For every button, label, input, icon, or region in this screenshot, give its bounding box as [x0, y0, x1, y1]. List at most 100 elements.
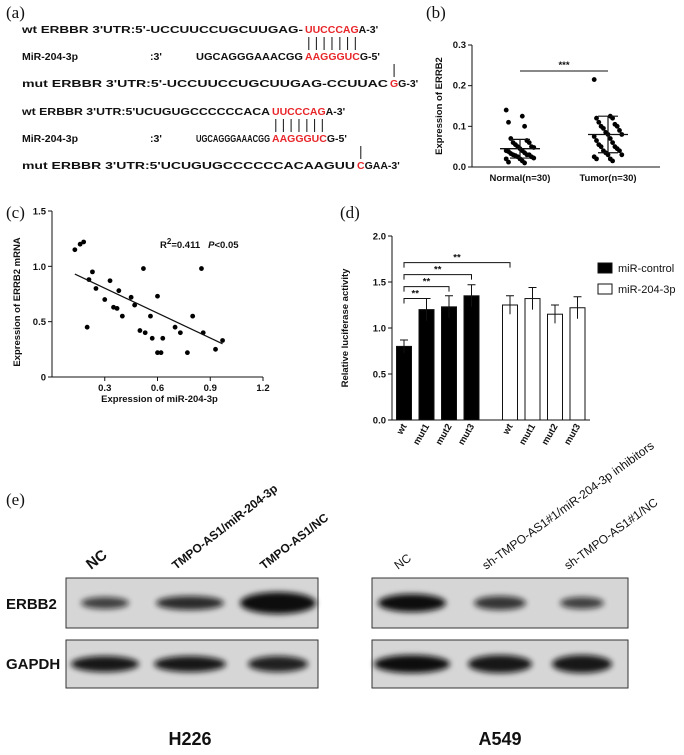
sequence-label: mut ERBBR 3'UTR:5'UCUGUGCCCCCCACAAGUU [22, 160, 355, 172]
data-point [81, 239, 87, 245]
error-bar [573, 296, 582, 319]
band [378, 594, 446, 612]
error-bar [506, 295, 514, 315]
sequence: UGCAGGGAAACGG [196, 51, 303, 63]
data-point [141, 266, 146, 271]
x-tick-label: Tumor(n=30) [579, 173, 636, 184]
data-point [619, 152, 625, 158]
data-point [594, 156, 599, 162]
sequence-end: GAA-3' [365, 160, 400, 172]
data-point [598, 144, 604, 150]
y-tick-label: 0.5 [373, 370, 387, 381]
seed-match: AAGGGUC [272, 133, 327, 145]
y-tick-label: 0.0 [373, 416, 386, 427]
stat-symbol: R [160, 240, 167, 251]
band [71, 656, 139, 672]
band [474, 596, 526, 610]
y-tick-label: 0.5 [33, 317, 47, 328]
p-symbol: P [208, 240, 215, 251]
seed-match: C [357, 160, 365, 172]
sequence-label: MiR-204-3p [22, 51, 78, 63]
error-bar [528, 287, 537, 310]
data-point [506, 159, 511, 165]
data-point [72, 247, 78, 253]
data-point [531, 155, 537, 161]
data-point [605, 152, 611, 158]
data-point [519, 113, 525, 119]
sequence-tail: AAGGGUCG-5' [305, 51, 380, 63]
data-point [107, 278, 113, 284]
sequence-label: wt ERBBR 3'UTR:5'-UCCUUCCUGCUUGAG- [21, 24, 304, 36]
data-point [594, 138, 599, 143]
y-tick-label: 0 [41, 373, 46, 384]
error-bar [467, 284, 476, 307]
data-point [591, 134, 597, 139]
band [154, 656, 226, 672]
data-point [190, 313, 196, 319]
bar [502, 304, 518, 421]
error-bar [510, 138, 530, 159]
y-tick-label: 2.0 [373, 232, 386, 243]
y-axis-label: Expression of ERRB2 mRNA [12, 237, 23, 366]
data-point [503, 107, 509, 113]
data-point [617, 127, 622, 133]
x-tick-label: 0.6 [151, 383, 164, 394]
significance-label: ** [453, 253, 461, 264]
data-point [177, 330, 183, 336]
data-point [148, 313, 153, 319]
bar [396, 345, 412, 421]
data-point [149, 335, 155, 341]
y-tick-label: 1.5 [33, 207, 47, 218]
data-point [137, 328, 143, 333]
significance-label: ** [423, 277, 431, 288]
data-point [132, 302, 138, 308]
seed-match: UUCCCAG [272, 106, 326, 118]
sequence-tail: AAGGGUCG-5' [272, 133, 347, 145]
data-point [128, 294, 134, 300]
band [560, 597, 604, 609]
bar [524, 298, 541, 421]
sequence-tail: UUCCCAGA-3' [305, 24, 378, 36]
sequence-end: G-5' [360, 51, 380, 63]
data-point [594, 115, 599, 121]
legend-label: miR-204-3p [618, 284, 675, 296]
data-point [155, 293, 160, 299]
seed-match: UUCCCAG [305, 24, 359, 36]
row-label: GAPDH [6, 656, 60, 673]
band [468, 655, 532, 673]
y-tick-label: 0.0 [453, 162, 466, 173]
data-point [617, 148, 622, 154]
statistics-label: R2=0.411 P<0.05 [160, 237, 239, 251]
sequence-end: A-3' [326, 106, 345, 118]
data-point [213, 346, 218, 352]
error-bar [400, 339, 408, 353]
data-point [155, 350, 160, 356]
data-point [506, 119, 511, 125]
band [374, 655, 450, 673]
data-point [172, 324, 178, 330]
significance-label: ** [412, 289, 420, 300]
cell-line-label: A549 [478, 729, 521, 749]
data-point [142, 330, 148, 336]
data-point [84, 324, 90, 330]
x-axis-label: Expression of miR-204-3p [101, 394, 218, 405]
sequence-tail: UUCCCAGA-3' [272, 106, 345, 118]
sequence-tail: GG-3' [390, 78, 418, 90]
data-point [522, 123, 527, 129]
band [240, 592, 316, 614]
sequence-label: mut ERBBR 3'UTR:5'-UCCUUCCUGCUUGAG-CCUUA… [22, 78, 389, 90]
significance-bracket [403, 262, 511, 268]
data-point [601, 125, 606, 131]
data-point [199, 266, 204, 271]
error-bar [598, 115, 618, 154]
panel-label: (a) [6, 3, 25, 22]
band [248, 656, 308, 672]
legend-label: miR-control [618, 263, 674, 275]
x-tick-label: 0.3 [98, 383, 111, 394]
row-label: ERBB2 [6, 596, 57, 613]
y-tick-label: 1.5 [373, 278, 387, 289]
data-point [90, 269, 95, 275]
stat-superscript: 2 [167, 237, 172, 246]
band [552, 655, 612, 673]
y-axis-label: Relative luciferase activity [340, 268, 351, 388]
